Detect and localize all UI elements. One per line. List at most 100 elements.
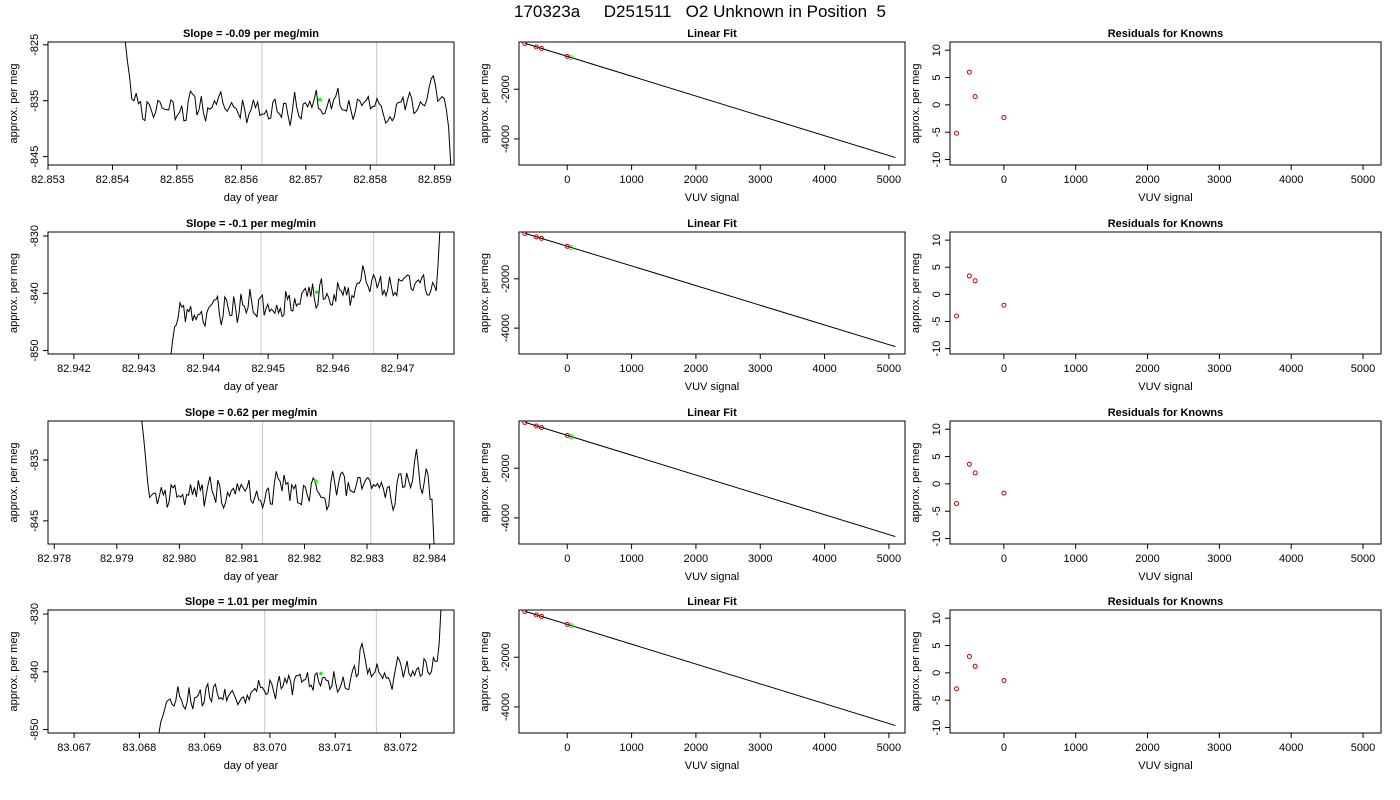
panel-title: Slope = -0.09 per meg/min — [183, 28, 319, 40]
x-tick-label: 1000 — [1063, 363, 1087, 375]
fit-line — [524, 421, 896, 538]
x-axis-label: day of year — [224, 760, 279, 772]
known-point — [533, 423, 539, 429]
known-point — [972, 94, 978, 100]
y-tick-label: -840 — [29, 282, 41, 304]
x-axis-label: VUV signal — [685, 571, 739, 583]
x-tick-label: 5000 — [1351, 174, 1375, 186]
x-axis-label: VUV signal — [685, 192, 739, 204]
x-tick-label: 82.981 — [225, 553, 259, 565]
panel-3-2: Linear Fit 0 1000 2000 3000 4000 5000 -2000 -400… — [479, 407, 906, 583]
data-trace-line — [141, 421, 435, 544]
known-point — [522, 610, 528, 614]
y-tick-label: -850 — [29, 719, 41, 741]
x-tick-label: 4000 — [812, 553, 836, 565]
known-point — [539, 424, 545, 430]
panel-title: Linear Fit — [687, 28, 737, 40]
plot-area — [158, 610, 442, 733]
plot-frame — [949, 420, 1382, 545]
y-tick-label: 0 — [931, 291, 943, 297]
x-tick-label: 5000 — [877, 174, 901, 186]
highlight-point — [313, 479, 318, 484]
plot-area — [124, 42, 452, 165]
y-tick-label: -845 — [29, 510, 41, 532]
y-tick-label: 10 — [931, 234, 943, 246]
y-tick-label: 10 — [931, 423, 943, 435]
y-axis-label: approx. per meg — [910, 442, 922, 522]
x-tick-label: 82.856 — [225, 174, 259, 186]
plot-area — [953, 653, 1007, 692]
x-tick-label: 83.071 — [318, 742, 352, 754]
fit-line — [524, 42, 896, 159]
known-point — [972, 278, 978, 284]
x-axis-label: VUV signal — [1138, 192, 1192, 204]
known-point — [564, 53, 570, 59]
plot-frame — [47, 41, 455, 166]
y-tick-label: -850 — [29, 340, 41, 362]
plot-frame — [949, 41, 1382, 166]
panel-2-3: Residuals for Knowns 0 1000 2000 3000 4000 500… — [910, 218, 1382, 393]
x-axis-label: VUV signal — [685, 760, 739, 772]
panel-title: Linear Fit — [687, 596, 737, 608]
x-axis-label: VUV signal — [685, 381, 739, 393]
x-tick-label: 82.946 — [316, 363, 350, 375]
known-point — [972, 470, 978, 476]
x-tick-label: 83.069 — [188, 742, 222, 754]
x-tick-label: 82.983 — [350, 553, 384, 565]
x-tick-label: 5000 — [877, 553, 901, 565]
plot-frame — [949, 231, 1382, 355]
x-tick-label: 82.943 — [122, 363, 156, 375]
x-tick-label: 82.947 — [381, 363, 415, 375]
plot-area — [953, 273, 1007, 319]
fit-line — [524, 232, 896, 348]
x-tick-label: 3000 — [1207, 363, 1231, 375]
panel-2-2: Linear Fit 0 1000 2000 3000 4000 5000 -2000 -400… — [479, 218, 906, 393]
y-tick-label: 5 — [931, 264, 943, 270]
x-tick-label: 83.068 — [123, 742, 157, 754]
x-tick-label: 1000 — [1063, 553, 1087, 565]
known-point — [564, 621, 570, 627]
panel-title: Slope = -0.1 per meg/min — [186, 218, 316, 230]
known-point — [522, 421, 528, 425]
known-point — [1001, 302, 1007, 308]
panel-4-1: Slope = 1.01 per meg/min 83.067 83.068 83.0… — [8, 596, 455, 772]
known-point — [533, 612, 539, 618]
x-tick-label: 0 — [1001, 742, 1007, 754]
known-point — [966, 69, 972, 75]
panel-title: Residuals for Knowns — [1108, 28, 1224, 40]
y-tick-label: -4000 — [500, 504, 512, 532]
plot-frame — [518, 420, 906, 545]
x-tick-label: 0 — [564, 174, 570, 186]
x-tick-label: 0 — [564, 742, 570, 754]
y-tick-label: -835 — [29, 90, 41, 112]
x-tick-label: 4000 — [812, 363, 836, 375]
known-point — [966, 653, 972, 659]
plot-frame — [47, 420, 455, 545]
x-tick-label: 82.944 — [187, 363, 221, 375]
y-axis-label: approx. per meg — [479, 253, 491, 333]
y-tick-label: -5 — [931, 695, 943, 705]
y-tick-label: 5 — [931, 74, 943, 80]
x-tick-label: 82.854 — [96, 174, 130, 186]
x-tick-label: 5000 — [877, 363, 901, 375]
x-tick-label: 82.859 — [418, 174, 452, 186]
panel-title: Residuals for Knowns — [1108, 218, 1224, 230]
x-tick-label: 82.984 — [413, 553, 447, 565]
panel-3-3: Residuals for Knowns 0 1000 2000 3000 4000 500… — [910, 407, 1382, 583]
known-point — [1001, 490, 1007, 496]
x-tick-label: 82.855 — [160, 174, 194, 186]
known-point — [972, 663, 978, 669]
y-tick-label: 0 — [931, 102, 943, 108]
x-tick-label: 82.857 — [289, 174, 323, 186]
y-tick-label: -830 — [29, 603, 41, 625]
x-tick-label: 3000 — [748, 174, 772, 186]
x-tick-label: 3000 — [748, 363, 772, 375]
x-axis-label: day of year — [224, 192, 279, 204]
plot-area — [522, 421, 896, 538]
x-tick-label: 4000 — [1279, 174, 1303, 186]
x-axis-label: day of year — [224, 381, 279, 393]
x-tick-label: 2000 — [1135, 742, 1159, 754]
known-point — [1001, 678, 1007, 684]
x-tick-label: 83.067 — [57, 742, 91, 754]
x-tick-label: 83.072 — [384, 742, 418, 754]
